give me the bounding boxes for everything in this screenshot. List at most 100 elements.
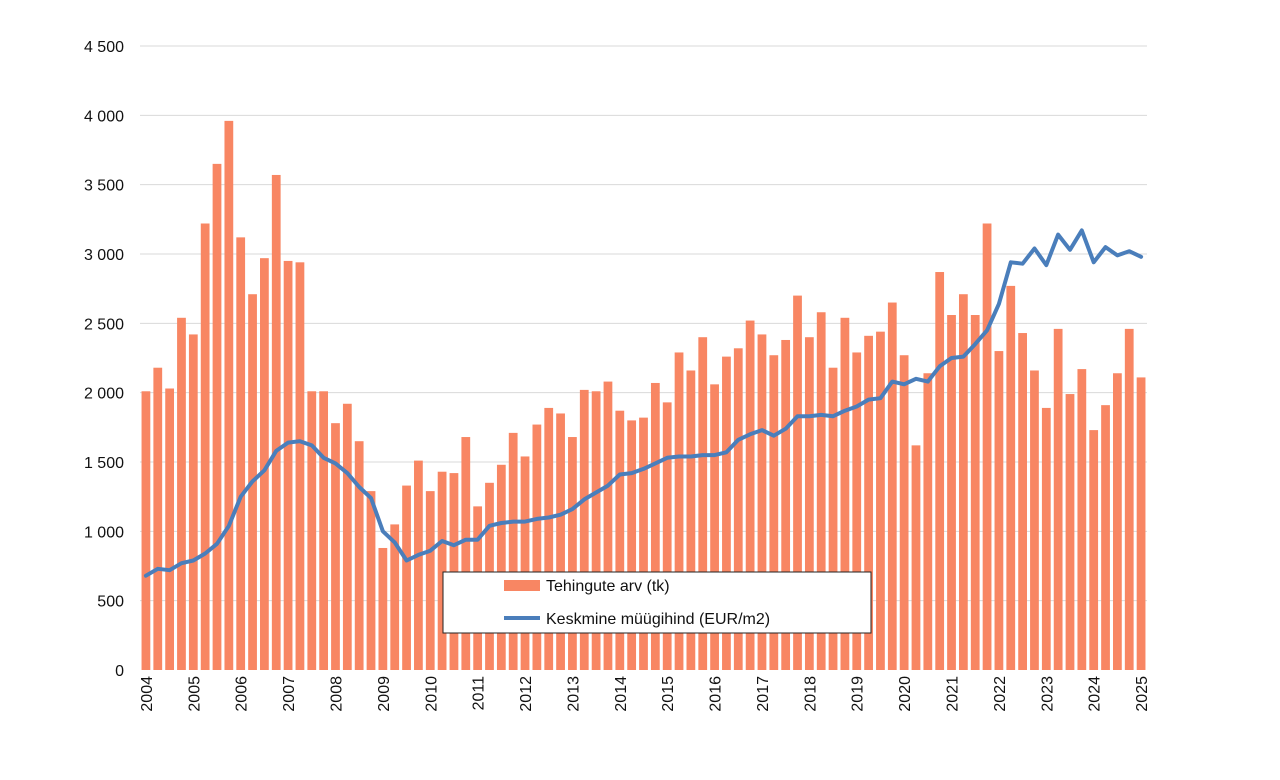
bar xyxy=(769,355,779,670)
x-tick-label: 2010 xyxy=(423,676,440,712)
y-tick-label: 1 000 xyxy=(84,524,124,541)
bar xyxy=(591,391,601,670)
bar xyxy=(686,370,696,670)
bar xyxy=(402,485,411,670)
x-tick-label: 2006 xyxy=(234,676,251,712)
bar xyxy=(840,317,850,670)
bar xyxy=(662,402,672,670)
y-tick-label: 4 000 xyxy=(84,108,124,125)
y-tick-label: 2 500 xyxy=(84,316,124,333)
bar xyxy=(556,413,565,670)
x-tick-label: 2009 xyxy=(376,676,393,712)
x-tick-label: 2023 xyxy=(1039,676,1056,712)
bar xyxy=(793,295,802,670)
bar xyxy=(674,352,684,670)
bar xyxy=(804,337,814,670)
x-tick-label: 2017 xyxy=(755,676,772,712)
x-tick-label: 2021 xyxy=(945,676,962,712)
bar xyxy=(354,441,364,670)
y-tick-label: 4 500 xyxy=(84,39,124,56)
bar xyxy=(1136,377,1146,670)
bar xyxy=(911,445,921,670)
bar xyxy=(757,334,767,670)
bar xyxy=(1018,333,1027,670)
bar xyxy=(710,384,719,670)
bar xyxy=(141,391,151,670)
bar xyxy=(414,460,423,670)
legend-label-line: Keskmine müügihind (EUR/m2) xyxy=(546,611,770,628)
legend-label-bars: Tehingute arv (tk) xyxy=(546,578,670,595)
x-tick-label: 2016 xyxy=(708,676,725,712)
bar xyxy=(1124,328,1134,670)
bar-series-transactions xyxy=(141,120,1146,671)
bar xyxy=(331,423,340,670)
bar xyxy=(970,315,980,670)
x-tick-label: 2007 xyxy=(281,676,298,712)
bar xyxy=(603,381,613,670)
bar xyxy=(828,367,838,670)
bar xyxy=(864,335,873,670)
x-tick-label: 2020 xyxy=(897,676,914,712)
bar xyxy=(212,163,222,670)
bar xyxy=(236,237,246,671)
x-tick-label: 2011 xyxy=(471,676,488,711)
x-tick-label: 2012 xyxy=(518,676,535,712)
bar xyxy=(1077,369,1087,670)
x-tick-label: 2022 xyxy=(992,676,1009,712)
bar xyxy=(200,223,210,670)
y-tick-label: 2 000 xyxy=(84,386,124,403)
bar xyxy=(935,272,945,670)
bar xyxy=(437,471,447,670)
bar xyxy=(271,174,281,670)
bar xyxy=(508,432,518,670)
bar xyxy=(496,464,506,670)
x-tick-label: 2019 xyxy=(850,676,867,712)
bar xyxy=(1089,430,1099,670)
bar xyxy=(722,356,731,670)
x-tick-label: 2015 xyxy=(660,676,677,712)
bar xyxy=(390,524,400,670)
bar xyxy=(639,417,648,670)
bar xyxy=(283,260,293,670)
x-tick-label: 2005 xyxy=(186,676,203,712)
bar xyxy=(224,120,234,670)
bar xyxy=(307,391,317,670)
bar xyxy=(816,312,826,670)
y-tick-label: 1 500 xyxy=(84,455,124,472)
bar xyxy=(745,320,755,670)
legend: Tehingute arv (tk) Keskmine müügihind (E… xyxy=(442,571,872,634)
bar xyxy=(627,420,637,670)
x-tick-label: 2025 xyxy=(1134,676,1151,712)
bar xyxy=(579,389,589,670)
price-line xyxy=(143,228,1144,578)
bar xyxy=(568,437,577,670)
bar xyxy=(461,437,471,670)
y-tick-label: 3 500 xyxy=(84,178,124,195)
x-axis-tick-labels: 2004 2005 2006 2007 2008 2009 2010 2011 2012 2013… xyxy=(139,676,1151,712)
bar xyxy=(852,352,862,670)
bar xyxy=(887,302,897,670)
bar xyxy=(1101,405,1110,670)
bar xyxy=(425,491,435,670)
bar xyxy=(781,339,791,670)
bar xyxy=(1041,407,1051,670)
bar xyxy=(378,547,388,670)
bar xyxy=(1065,394,1075,670)
x-tick-label: 2024 xyxy=(1087,676,1104,712)
x-tick-label: 2004 xyxy=(139,676,156,712)
bar xyxy=(1112,373,1122,670)
y-tick-label: 3 000 xyxy=(84,247,124,264)
bar xyxy=(899,355,909,670)
line-series-average-price xyxy=(143,228,1144,578)
bar xyxy=(958,294,968,670)
bar xyxy=(615,410,625,670)
bar xyxy=(342,403,352,670)
bar xyxy=(733,348,743,670)
y-tick-label: 500 xyxy=(97,594,124,611)
y-axis-tick-labels: 0 500 1 000 1 500 2 000 2 500 3 000 3 500 4 000 4… xyxy=(84,39,124,680)
bar xyxy=(923,373,933,670)
bar xyxy=(698,337,708,670)
bar xyxy=(544,407,554,670)
bar xyxy=(260,258,269,670)
